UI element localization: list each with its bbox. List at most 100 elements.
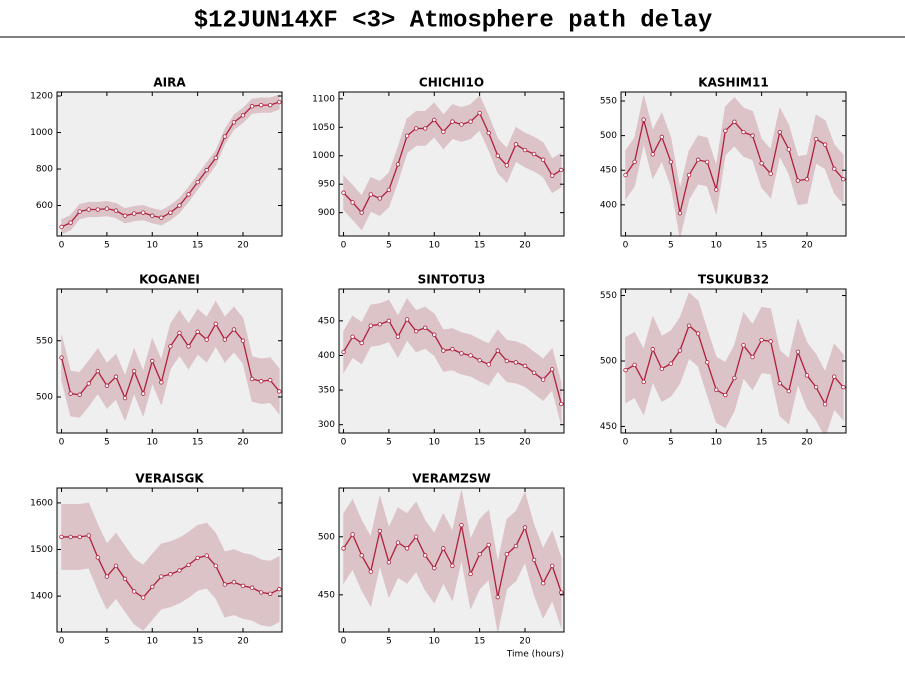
point: [550, 563, 555, 569]
point: [86, 207, 91, 212]
x-tick-label: 5: [668, 241, 674, 251]
x-tick-label: 15: [474, 241, 485, 251]
x-tick-label: 5: [668, 438, 674, 448]
point: [804, 177, 810, 182]
point: [441, 348, 446, 353]
plot-frame: [338, 91, 565, 237]
chart-title: VERAISGK: [135, 472, 204, 486]
point: [350, 334, 355, 339]
chart-title: KASHIM11: [698, 76, 768, 90]
point: [659, 366, 665, 372]
point: [450, 347, 455, 352]
point: [623, 367, 628, 373]
point: [832, 374, 837, 379]
chart-title: CHICHI1O: [419, 76, 484, 90]
point: [468, 353, 473, 358]
point: [559, 401, 564, 407]
point: [168, 344, 173, 349]
point: [632, 362, 637, 368]
y-tick-label: 500: [318, 532, 335, 542]
point: [486, 542, 491, 548]
point: [404, 133, 410, 139]
x-tick-label: 5: [104, 438, 110, 448]
point: [704, 360, 710, 365]
point: [786, 147, 792, 152]
point: [258, 590, 264, 595]
x-tick-label: 20: [519, 637, 531, 647]
y-tick-label: 500: [36, 393, 53, 403]
x-tick-label: 20: [237, 438, 249, 448]
point: [822, 142, 828, 147]
x-tick-label: 0: [341, 241, 347, 251]
y-tick-label: 1600: [30, 498, 53, 508]
point: [723, 128, 728, 133]
point: [531, 557, 537, 563]
point: [432, 332, 437, 337]
point: [68, 220, 73, 225]
point: [177, 330, 182, 336]
point: [150, 584, 155, 589]
point: [540, 157, 546, 162]
point: [495, 153, 500, 158]
point: [695, 331, 701, 336]
point: [222, 582, 228, 587]
point: [777, 381, 782, 386]
point: [432, 117, 437, 123]
point: [395, 540, 401, 545]
point: [86, 381, 91, 386]
point: [59, 534, 64, 540]
x-tick-label: 10: [429, 241, 441, 251]
point: [404, 546, 410, 551]
point: [277, 586, 282, 592]
plot-frame: [56, 288, 283, 434]
point: [377, 528, 383, 534]
y-tick-label: 1400: [30, 592, 53, 602]
chart-title: SINTOTU3: [418, 273, 486, 287]
x-tick-label: 5: [104, 637, 110, 647]
point: [213, 321, 218, 327]
point: [159, 380, 164, 385]
point: [68, 391, 73, 396]
point: [231, 120, 237, 125]
point: [341, 546, 346, 551]
point: [268, 591, 273, 596]
point: [231, 579, 237, 585]
point: [186, 192, 191, 197]
point: [341, 190, 346, 195]
point: [359, 553, 364, 558]
point: [413, 126, 419, 131]
point: [77, 392, 82, 397]
x-tick-label: 0: [59, 637, 65, 647]
point: [504, 163, 510, 168]
point: [177, 203, 182, 208]
point: [550, 367, 555, 372]
point: [704, 159, 710, 165]
chart-title: AIRA: [153, 76, 186, 90]
point: [268, 377, 273, 383]
x-tick-label: 10: [147, 438, 159, 448]
point: [168, 210, 173, 215]
page-title: $12JUN14XF <3> Atmosphere path delay: [194, 7, 712, 34]
point: [504, 358, 510, 364]
point: [386, 560, 392, 565]
y-tick-label: 350: [318, 386, 335, 396]
point: [377, 196, 383, 201]
point: [222, 134, 228, 139]
point: [249, 104, 255, 109]
x-tick-label: 0: [341, 438, 347, 448]
plot-frame: [620, 91, 847, 237]
x-tick-label: 20: [237, 637, 249, 647]
point: [459, 351, 464, 356]
point: [368, 192, 373, 197]
point: [668, 361, 674, 366]
point: [277, 389, 282, 394]
point: [468, 571, 473, 577]
band-segment: [815, 354, 826, 433]
point: [459, 522, 464, 528]
point: [623, 172, 628, 178]
point: [231, 327, 237, 332]
point: [386, 187, 392, 193]
point: [122, 213, 128, 218]
point: [113, 208, 119, 213]
point: [741, 343, 746, 348]
